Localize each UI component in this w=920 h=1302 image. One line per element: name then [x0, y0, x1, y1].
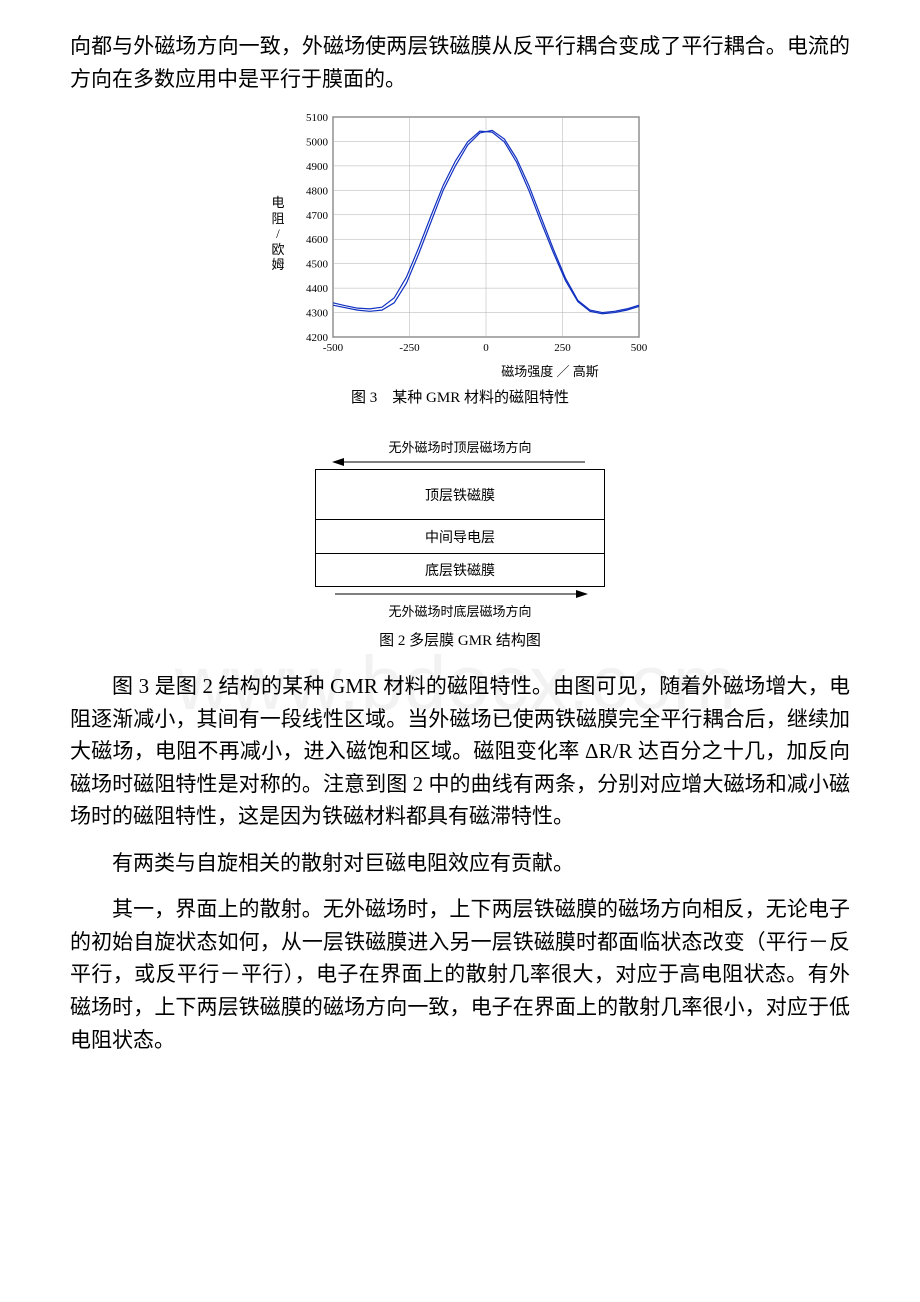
paragraph-2: 图 3 是图 2 结构的某种 GMR 材料的磁阻特性。由图可见，随着外磁场增大，…	[70, 670, 850, 833]
fig3-x-axis-label: 磁场强度 ／ 高斯	[501, 361, 599, 380]
paragraph-4: 其一，界面上的散射。无外磁场时，上下两层铁磁膜的磁场方向相反，无论电子的初始自旋…	[70, 893, 850, 1056]
paragraph-3: 有两类与自旋相关的散射对巨磁电阻效应有贡献。	[70, 847, 850, 880]
svg-text:5000: 5000	[306, 137, 329, 149]
svg-text:5100: 5100	[306, 112, 329, 124]
svg-text:0: 0	[483, 342, 489, 354]
svg-text:4400: 4400	[306, 283, 329, 295]
fig3-y-axis-label: 电 阻 / 欧 姆	[271, 195, 288, 273]
fig2-top-arrow-icon	[330, 455, 590, 469]
fig2-top-arrow-label: 无外磁场时顶层磁场方向	[388, 437, 531, 455]
fig2-bottom-arrow-label: 无外磁场时底层磁场方向	[388, 601, 531, 619]
fig2-layer-top: 顶层铁磁膜	[315, 469, 605, 519]
svg-text:500: 500	[630, 342, 647, 354]
fig2-layer-stack: 顶层铁磁膜中间导电层底层铁磁膜	[315, 469, 605, 587]
paragraph-1: 向都与外磁场方向一致，外磁场使两层铁磁膜从反平行耦合变成了平行耦合。电流的方向在…	[70, 30, 850, 95]
figure-2: 无外磁场时顶层磁场方向 顶层铁磁膜中间导电层底层铁磁膜 无外磁场时底层磁场方向 …	[70, 427, 850, 650]
fig2-layer-bot: 底层铁磁膜	[315, 553, 605, 587]
svg-text:-500: -500	[322, 342, 343, 354]
fig2-layer-mid: 中间导电层	[315, 519, 605, 553]
fig2-caption: 图 2 多层膜 GMR 结构图	[379, 629, 541, 650]
svg-text:250: 250	[554, 342, 571, 354]
figure-3: 电 阻 / 欧 姆 420043004400450046004700480049…	[70, 109, 850, 407]
svg-text:4900: 4900	[306, 161, 329, 173]
fig2-bottom-arrow-icon	[330, 587, 590, 601]
svg-text:-250: -250	[399, 342, 420, 354]
fig3-caption: 图 3 某种 GMR 材料的磁阻特性	[351, 386, 569, 407]
fig3-chart-svg: 4200430044004500460047004800490050005100…	[289, 109, 649, 359]
svg-text:4800: 4800	[306, 185, 329, 197]
svg-text:4700: 4700	[306, 210, 329, 222]
svg-text:4600: 4600	[306, 234, 329, 246]
svg-text:4300: 4300	[306, 308, 329, 320]
svg-text:4500: 4500	[306, 259, 329, 271]
